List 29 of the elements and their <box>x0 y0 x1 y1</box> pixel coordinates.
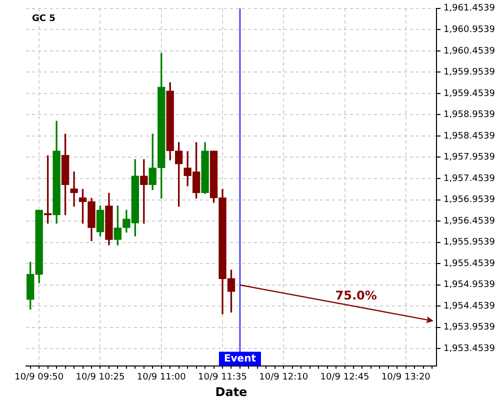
y-tick-label: 1,960.4539 <box>443 46 496 56</box>
y-tick-label: 1,955.9539 <box>443 238 496 248</box>
x-tick-label: 10/9 10:25 <box>76 372 125 383</box>
y-tick-label: 1,957.4539 <box>443 174 496 184</box>
y-tick-label: 1,956.4539 <box>443 216 496 226</box>
text: GC 5 <box>32 14 56 24</box>
y-tick-label: 1,959.4539 <box>443 88 496 99</box>
y-tick-label: 1,954.4539 <box>443 301 496 312</box>
x-tick-label: 10/9 11:35 <box>198 372 248 383</box>
x-axis-title: Date <box>215 384 248 399</box>
y-tick-label: 1,953.4539 <box>443 344 496 354</box>
y-tick-label: 1,960.9539 <box>443 25 496 36</box>
text: Event <box>224 353 256 364</box>
y-tick-label: 1,957.9539 <box>443 152 496 163</box>
y-tick-label: 1,954.9539 <box>443 280 496 290</box>
y-tick-label: 1,961.4539 <box>443 4 496 14</box>
y-tick-label: 1,953.9539 <box>443 322 496 333</box>
y-tick-label: 1,956.9539 <box>443 195 496 206</box>
y-tick-label: 1,959.9539 <box>443 68 496 78</box>
x-tick-label: 10/9 09:50 <box>14 372 64 383</box>
x-tick-label: 10/9 13:20 <box>381 372 431 383</box>
y-tick-label: 1,958.9539 <box>443 110 496 120</box>
y-tick-label: 1,955.4539 <box>443 258 496 269</box>
annotation: 75.0% <box>335 288 377 303</box>
x-tick-label: 10/9 12:10 <box>259 372 308 383</box>
candlestick <box>70 172 78 207</box>
x-tick-label: 10/9 11:00 <box>136 372 186 383</box>
x-tick-label: 10/9 12:45 <box>320 372 370 383</box>
y-tick-label: 1,958.4539 <box>443 131 496 142</box>
